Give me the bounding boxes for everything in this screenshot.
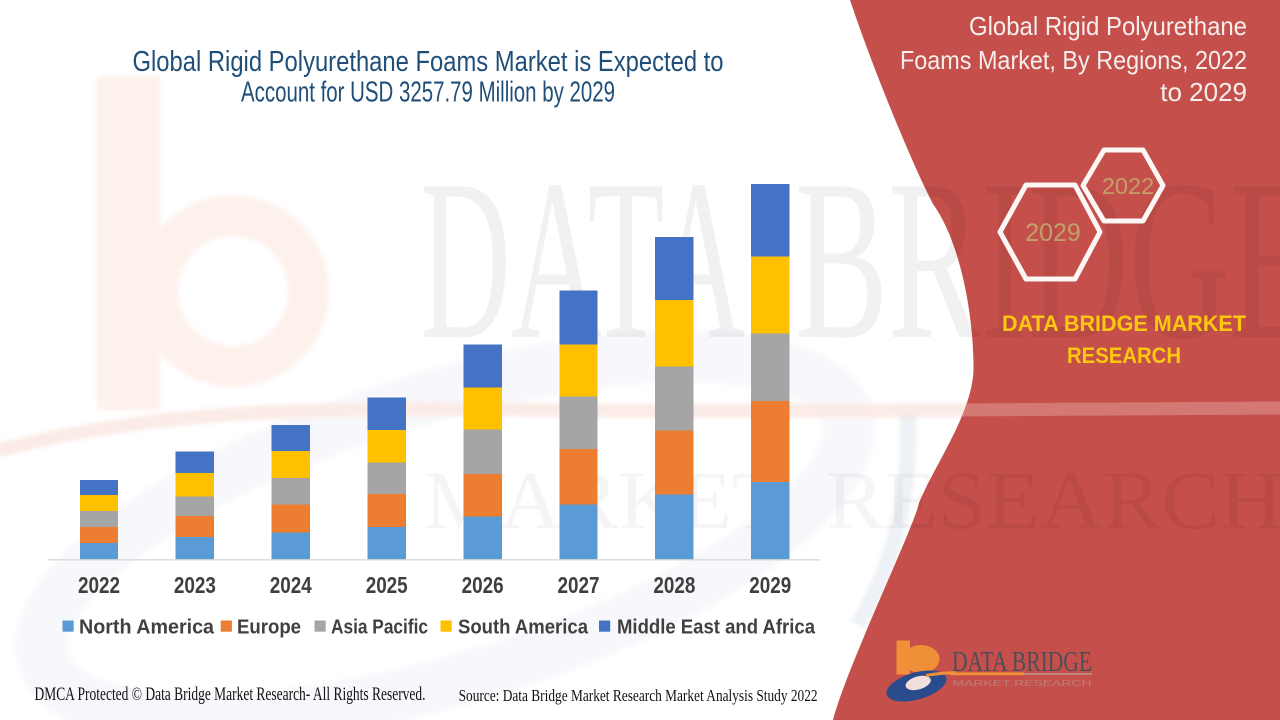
svg-text:Foams Market, By Regions, 2022: Foams Market, By Regions, 2022 bbox=[900, 45, 1247, 75]
svg-text:South America: South America bbox=[458, 617, 589, 639]
svg-text:2022: 2022 bbox=[78, 572, 120, 598]
svg-text:DMCA Protected © Data Bridge M: DMCA Protected © Data Bridge Market Rese… bbox=[35, 684, 426, 705]
svg-text:Europe: Europe bbox=[237, 617, 301, 639]
svg-text:Asia Pacific: Asia Pacific bbox=[331, 617, 428, 639]
svg-text:2024: 2024 bbox=[270, 572, 312, 598]
svg-text:2023: 2023 bbox=[174, 572, 216, 598]
svg-text:Middle East and Africa: Middle East and Africa bbox=[617, 617, 816, 639]
svg-text:MARKET RESEARCH: MARKET RESEARCH bbox=[953, 678, 1092, 688]
svg-text:2022: 2022 bbox=[1102, 173, 1154, 199]
svg-text:Global Rigid Polyurethane Foam: Global Rigid Polyurethane Foams Market i… bbox=[133, 46, 724, 78]
svg-text:2027: 2027 bbox=[558, 572, 600, 598]
svg-text:2026: 2026 bbox=[462, 572, 504, 598]
svg-text:North America: North America bbox=[79, 617, 215, 639]
svg-text:2025: 2025 bbox=[366, 572, 408, 598]
svg-text:DATA BRIDGE: DATA BRIDGE bbox=[952, 647, 1092, 678]
svg-text:Global Rigid Polyurethane: Global Rigid Polyurethane bbox=[969, 11, 1247, 41]
svg-text:2029: 2029 bbox=[1025, 219, 1081, 247]
svg-text:to 2029: to 2029 bbox=[1160, 77, 1247, 107]
svg-text:RESEARCH: RESEARCH bbox=[1067, 343, 1181, 368]
svg-text:2029: 2029 bbox=[749, 572, 791, 598]
svg-text:Source: Data Bridge Market Res: Source: Data Bridge Market Research Mark… bbox=[459, 686, 818, 705]
svg-text:Account for USD 3257.79 Millio: Account for USD 3257.79 Million by 2029 bbox=[241, 77, 615, 109]
svg-text:2028: 2028 bbox=[653, 572, 695, 598]
svg-text:DATA BRIDGE MARKET: DATA BRIDGE MARKET bbox=[1002, 311, 1247, 336]
